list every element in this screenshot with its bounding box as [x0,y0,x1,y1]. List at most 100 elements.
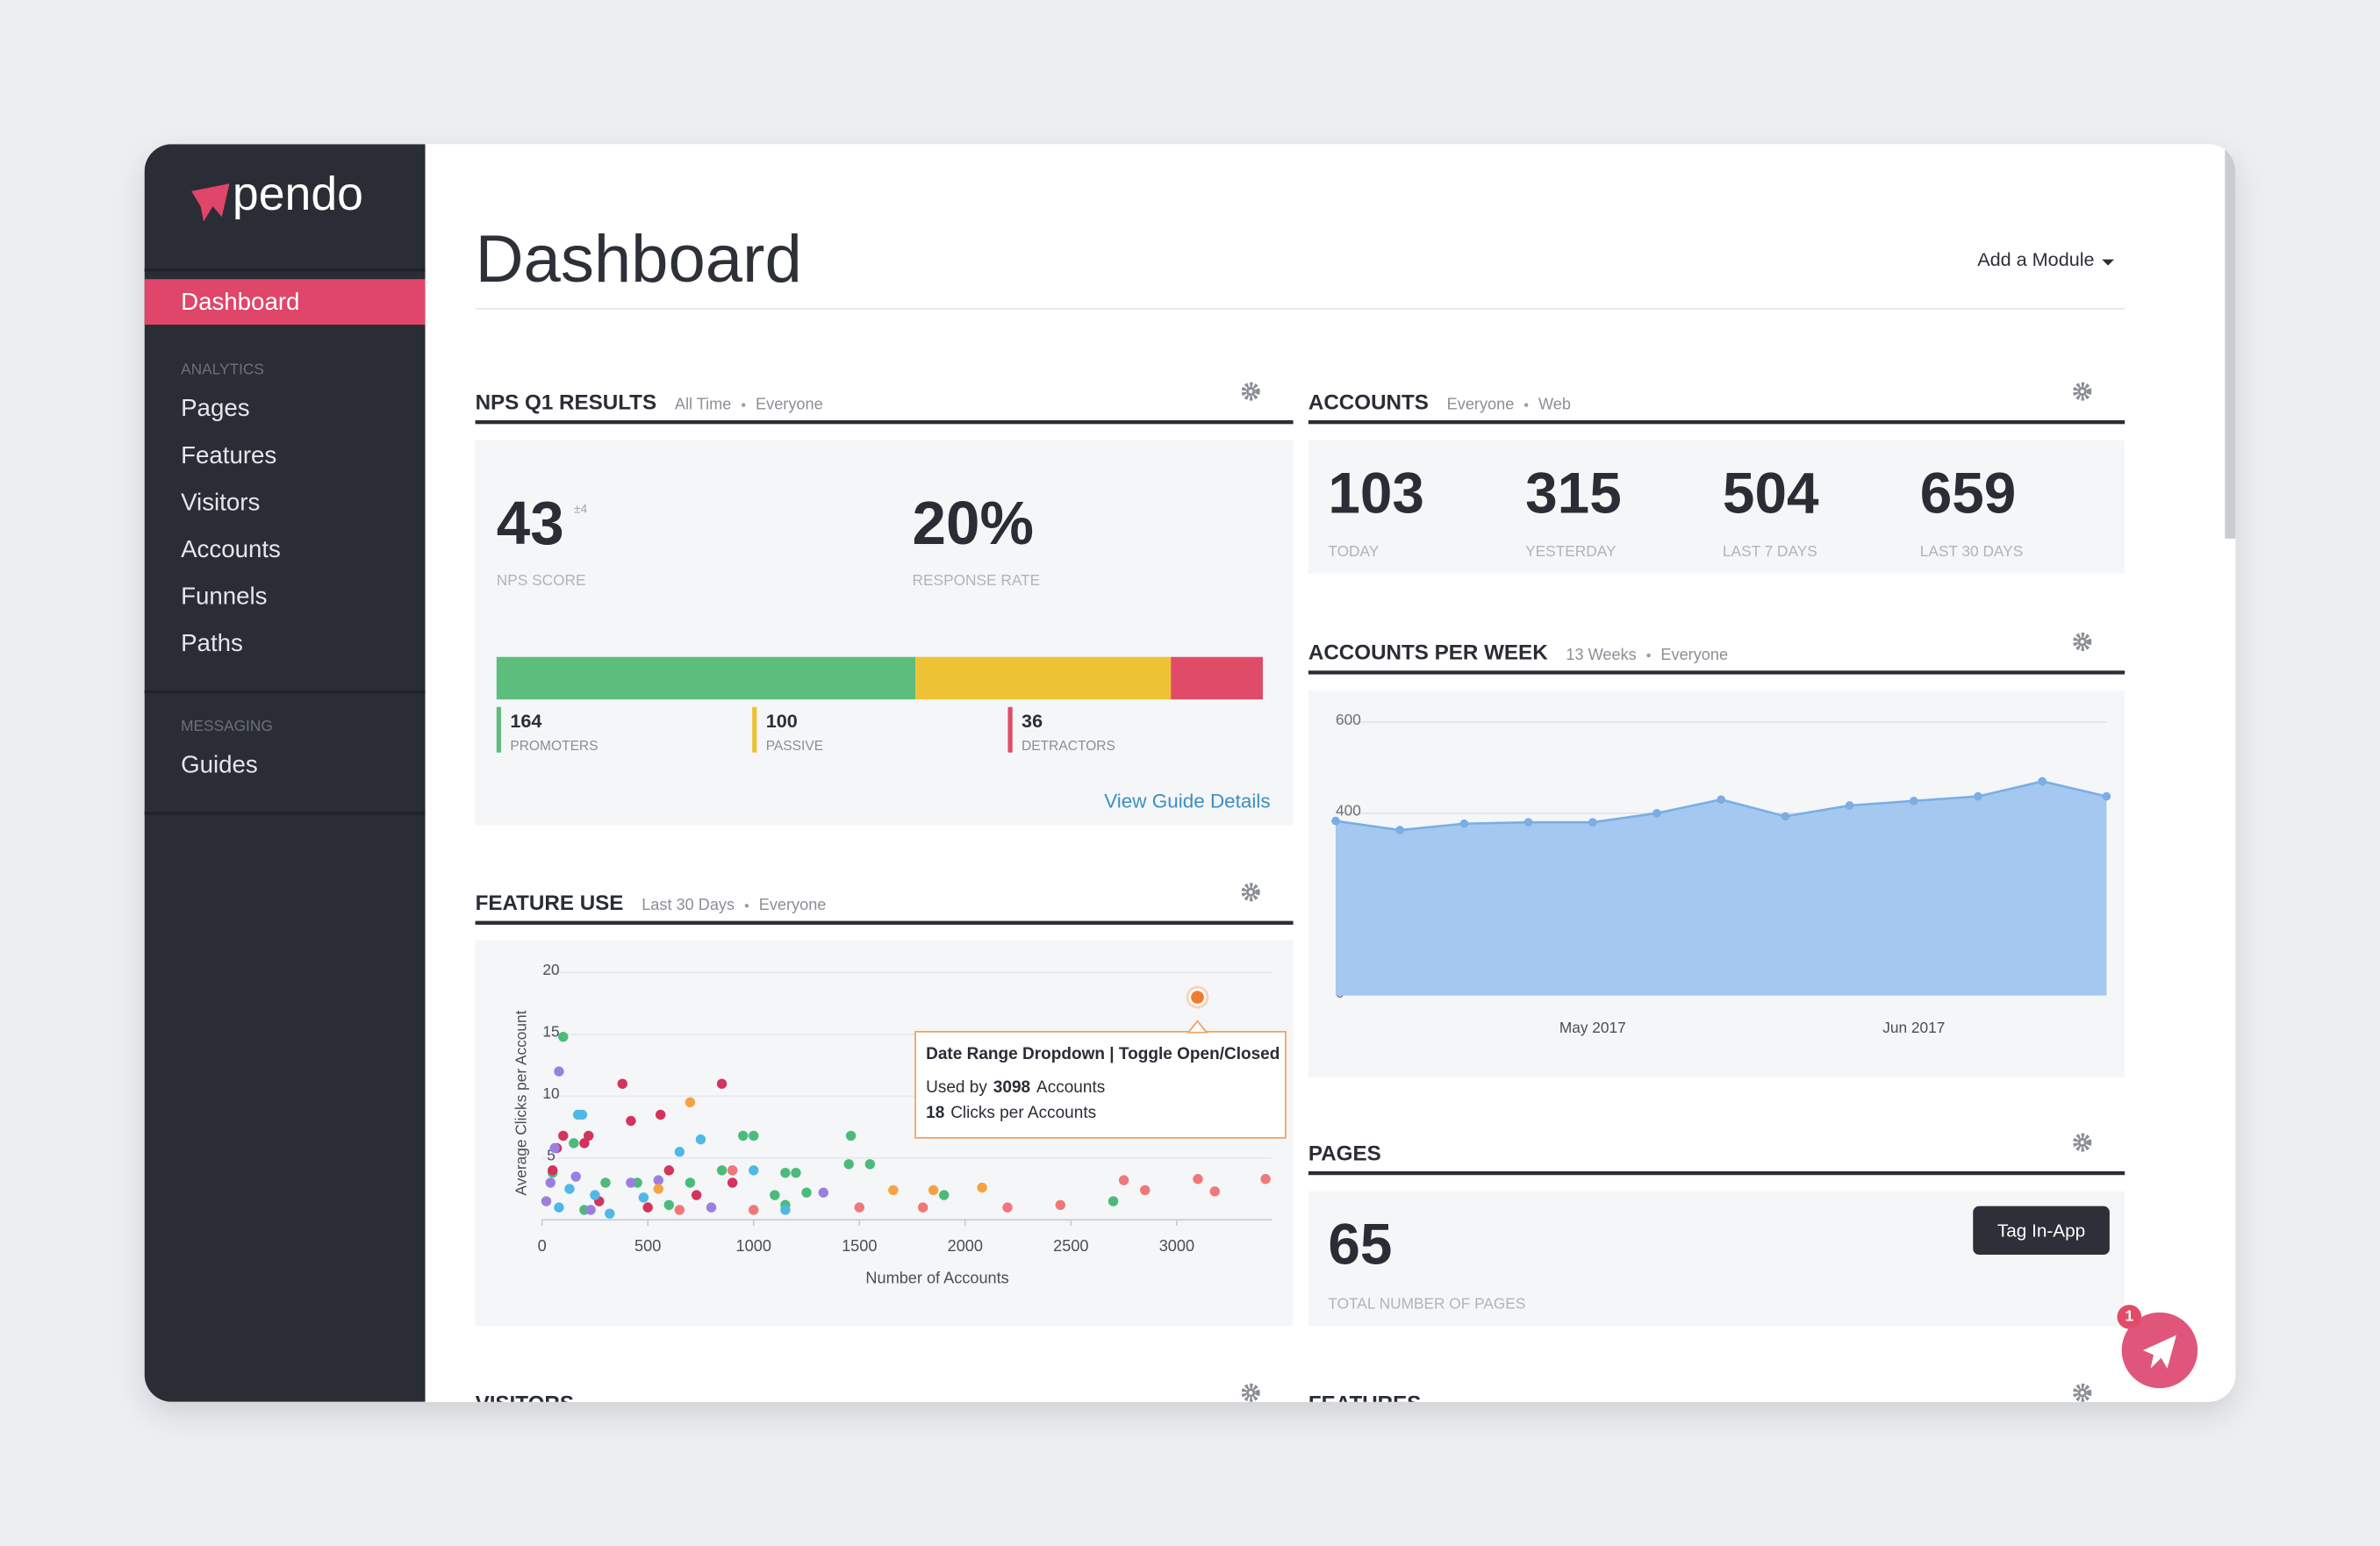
legend-label: PROMOTERS [510,739,598,754]
gear-teeth [2073,382,2092,401]
point [691,1190,702,1200]
point [554,1202,564,1213]
point [626,1177,636,1188]
nav-item[interactable]: Visitors [181,488,260,515]
point [695,1134,706,1145]
point [749,1130,759,1142]
point [1209,1186,1220,1197]
settings-gear[interactable] [2073,1383,2092,1402]
point [1002,1202,1013,1213]
point [888,1185,899,1196]
add-module[interactable]: Add a Module [1977,248,2094,270]
tooltip-line: 18 Clicks per Accounts [926,1104,1096,1122]
settings-gear[interactable] [1241,1383,1260,1402]
legend-swatch [496,706,501,753]
point [818,1187,828,1198]
point [928,1185,939,1196]
highlight-point[interactable] [1188,988,1207,1006]
point [617,1078,627,1089]
badge-count: 1 [2126,1306,2134,1324]
module-underline [1308,1170,2126,1176]
badge [2117,1305,2142,1329]
point [590,1190,600,1200]
module-filter: Everyone [756,395,823,412]
nav-heading: MESSAGING [181,717,273,734]
point [2038,777,2047,786]
nav-item[interactable]: Funnels [181,583,267,610]
separator [741,403,746,407]
point [854,1202,864,1213]
nav-item[interactable]: Pages [181,394,249,421]
tooltip-text: Accounts [1036,1078,1105,1097]
gear-hole [1248,890,1253,894]
module-underline [1308,670,2126,675]
point [653,1175,663,1185]
point [541,1196,552,1206]
point [1331,816,1340,826]
point [2102,791,2111,801]
stat-value: 65 [1328,1212,1392,1276]
module-underline [475,419,1294,425]
point [653,1184,663,1194]
point [545,1177,556,1188]
point [674,1205,685,1215]
settings-gear[interactable] [1241,382,1260,401]
stat-value: 315 [1525,462,1622,526]
panel [1308,440,2126,574]
gear-teeth [2073,632,2092,651]
tooltip-title: Date Range Dropdown | Toggle Open/Closed [926,1045,1280,1063]
point [1459,819,1469,828]
point [674,1147,685,1157]
stat-label: TODAY [1328,542,1379,560]
nav-item[interactable]: Features [181,441,276,469]
point [938,1190,950,1200]
point [605,1208,615,1219]
separator [1646,653,1651,658]
point [727,1165,738,1176]
point [554,1066,564,1077]
nav-item[interactable]: Guides [181,751,258,778]
settings-gear[interactable] [1241,883,1260,902]
settings-gear[interactable] [2073,632,2092,651]
panel [475,440,1294,826]
x-tick-label: 500 [634,1237,661,1255]
scrollbar[interactable] [2225,144,2236,539]
y-tick-label: 5 [547,1147,556,1164]
module-title: PAGES [1308,1142,1381,1165]
settings-gear[interactable] [2073,382,2092,401]
caret [2102,259,2115,266]
app: pendo Dashboard Dashboard Add a Module A… [144,144,2236,1402]
module-filter: Everyone [759,896,827,913]
point [864,1159,876,1170]
x-tick-label: 2500 [1053,1237,1088,1255]
nav-item[interactable]: Paths [181,629,243,656]
settings-gear[interactable] [2073,1133,2092,1152]
point [801,1187,812,1198]
nps-segment [496,656,916,700]
point [685,1097,696,1108]
point [917,1202,928,1213]
gear-hole [2080,1140,2084,1145]
button-label[interactable]: Tag In-App [1997,1221,2085,1242]
module-filter: Last 30 Days [642,896,735,913]
tooltip-value: 3098 [993,1078,1030,1097]
point [749,1205,759,1215]
nps-score: 43 [497,489,564,557]
button[interactable] [1973,1206,2110,1256]
point [549,1142,560,1154]
legend-value: 100 [766,710,798,732]
y-tick-label: 20 [542,961,559,978]
point [780,1205,791,1215]
module-filter: Web [1538,395,1571,412]
y-tick-label: 10 [542,1084,559,1102]
y-axis-label: Average Clicks per Account [513,1010,530,1195]
guide-link[interactable]: View Guide Details [1104,791,1270,812]
nav-item[interactable]: Dashboard [181,288,299,315]
nav-item[interactable]: Accounts [181,535,281,562]
stat-label: LAST 30 DAYS [1920,542,2024,560]
active-nav[interactable] [144,279,426,326]
module-title: FEATURE USE [476,891,624,915]
point [770,1190,780,1200]
stat-label: TOTAL NUMBER OF PAGES [1328,1295,1525,1313]
point [1523,818,1533,827]
